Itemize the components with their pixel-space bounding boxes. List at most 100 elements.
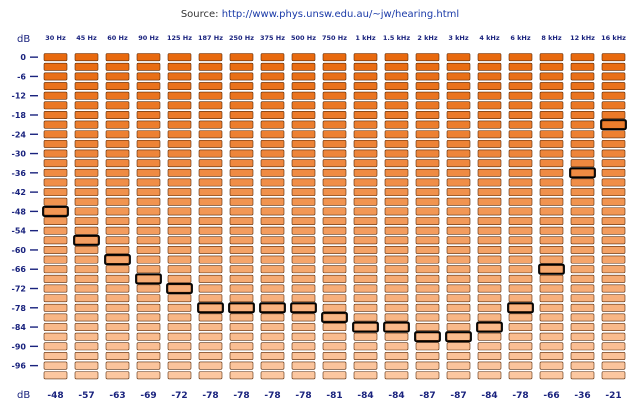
- level-cell[interactable]: [415, 274, 440, 283]
- level-cell[interactable]: [136, 303, 161, 312]
- level-cell[interactable]: [570, 91, 595, 100]
- level-cell[interactable]: [322, 168, 347, 177]
- level-cell[interactable]: [446, 197, 471, 206]
- level-cell[interactable]: [260, 178, 285, 187]
- level-cell[interactable]: [446, 265, 471, 274]
- level-cell[interactable]: [353, 274, 378, 283]
- level-cell[interactable]: [508, 265, 533, 274]
- level-cell[interactable]: [353, 294, 378, 303]
- level-cell[interactable]: [291, 168, 316, 177]
- level-cell[interactable]: [136, 371, 161, 380]
- level-cell[interactable]: [508, 159, 533, 168]
- level-cell[interactable]: [74, 178, 99, 187]
- level-cell[interactable]: [508, 111, 533, 119]
- level-cell[interactable]: [136, 178, 161, 187]
- level-cell[interactable]: [43, 294, 68, 303]
- level-cell[interactable]: [291, 246, 316, 254]
- level-cell[interactable]: [539, 274, 564, 283]
- level-cell[interactable]: [415, 313, 440, 322]
- level-cell[interactable]: [105, 303, 130, 312]
- level-cell[interactable]: [384, 332, 409, 341]
- level-cell[interactable]: [291, 323, 316, 332]
- level-cell[interactable]: [508, 246, 533, 254]
- level-cell[interactable]: [136, 82, 161, 91]
- level-cell[interactable]: [601, 323, 626, 332]
- level-cell[interactable]: [291, 207, 316, 216]
- level-cell[interactable]: [291, 53, 316, 62]
- level-cell[interactable]: [415, 168, 440, 177]
- level-cell[interactable]: [198, 72, 223, 81]
- level-cell[interactable]: [322, 188, 347, 197]
- level-cell[interactable]: [477, 159, 502, 168]
- level-cell[interactable]: [415, 53, 440, 62]
- level-cell[interactable]: [353, 303, 378, 312]
- level-cell[interactable]: [198, 284, 223, 293]
- level-cell[interactable]: [136, 313, 161, 322]
- level-cell[interactable]: [43, 352, 68, 360]
- level-cell[interactable]: [167, 168, 192, 177]
- level-cell[interactable]: [415, 178, 440, 187]
- level-cell[interactable]: [74, 342, 99, 351]
- level-cell[interactable]: [322, 323, 347, 332]
- level-cell[interactable]: [508, 168, 533, 177]
- level-cell[interactable]: [322, 72, 347, 81]
- level-cell[interactable]: [74, 72, 99, 81]
- level-cell[interactable]: [446, 226, 471, 235]
- level-cell[interactable]: [43, 62, 68, 71]
- level-cell[interactable]: [384, 236, 409, 245]
- level-cell[interactable]: [384, 265, 409, 274]
- level-cell[interactable]: [74, 130, 99, 139]
- level-cell[interactable]: [384, 255, 409, 264]
- level-cell[interactable]: [446, 303, 471, 312]
- level-cell[interactable]: [601, 188, 626, 197]
- level-cell[interactable]: [384, 130, 409, 139]
- level-cell[interactable]: [291, 265, 316, 274]
- level-cell[interactable]: [601, 361, 626, 370]
- level-cell[interactable]: [477, 111, 502, 119]
- level-cell[interactable]: [167, 159, 192, 168]
- level-cell[interactable]: [384, 323, 409, 332]
- level-cell[interactable]: [353, 72, 378, 81]
- level-cell[interactable]: [198, 197, 223, 206]
- level-cell[interactable]: [43, 274, 68, 283]
- level-cell[interactable]: [105, 371, 130, 380]
- level-cell[interactable]: [260, 246, 285, 254]
- level-cell[interactable]: [415, 197, 440, 206]
- level-cell[interactable]: [74, 352, 99, 360]
- level-cell[interactable]: [229, 332, 254, 341]
- level-cell[interactable]: [539, 168, 564, 177]
- level-cell[interactable]: [43, 159, 68, 168]
- level-cell[interactable]: [260, 255, 285, 264]
- level-cell[interactable]: [415, 352, 440, 360]
- level-cell[interactable]: [229, 265, 254, 274]
- level-cell[interactable]: [291, 226, 316, 235]
- level-cell[interactable]: [353, 371, 378, 380]
- level-cell[interactable]: [570, 159, 595, 168]
- level-cell[interactable]: [291, 101, 316, 110]
- level-cell[interactable]: [508, 149, 533, 158]
- level-cell[interactable]: [43, 217, 68, 225]
- level-cell[interactable]: [353, 91, 378, 100]
- level-cell[interactable]: [198, 62, 223, 71]
- level-cell[interactable]: [260, 72, 285, 81]
- level-cell[interactable]: [167, 274, 192, 283]
- level-cell[interactable]: [291, 313, 316, 322]
- level-cell[interactable]: [322, 91, 347, 100]
- level-cell[interactable]: [167, 226, 192, 235]
- level-cell[interactable]: [105, 149, 130, 158]
- level-cell[interactable]: [322, 313, 347, 322]
- level-cell[interactable]: [198, 226, 223, 235]
- level-cell[interactable]: [601, 265, 626, 274]
- level-cell[interactable]: [477, 361, 502, 370]
- level-cell[interactable]: [570, 236, 595, 245]
- level-cell[interactable]: [322, 53, 347, 62]
- level-cell[interactable]: [43, 197, 68, 206]
- level-cell[interactable]: [508, 313, 533, 322]
- level-cell[interactable]: [446, 274, 471, 283]
- level-cell[interactable]: [477, 168, 502, 177]
- level-cell[interactable]: [322, 371, 347, 380]
- level-cell[interactable]: [74, 53, 99, 62]
- level-cell[interactable]: [167, 62, 192, 71]
- level-cell[interactable]: [415, 101, 440, 110]
- level-cell[interactable]: [508, 217, 533, 225]
